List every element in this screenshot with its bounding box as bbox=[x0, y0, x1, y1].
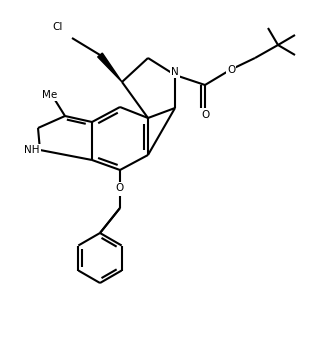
Text: O: O bbox=[227, 65, 235, 75]
Text: O: O bbox=[116, 183, 124, 193]
Text: Me: Me bbox=[42, 90, 58, 100]
Polygon shape bbox=[98, 53, 122, 82]
Text: O: O bbox=[201, 110, 209, 120]
Text: Cl: Cl bbox=[53, 22, 63, 32]
Text: N: N bbox=[171, 67, 179, 77]
Text: NH: NH bbox=[24, 145, 40, 155]
